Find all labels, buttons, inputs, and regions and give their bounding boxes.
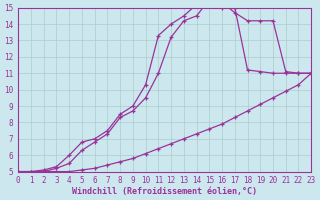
X-axis label: Windchill (Refroidissement éolien,°C): Windchill (Refroidissement éolien,°C) (72, 187, 257, 196)
